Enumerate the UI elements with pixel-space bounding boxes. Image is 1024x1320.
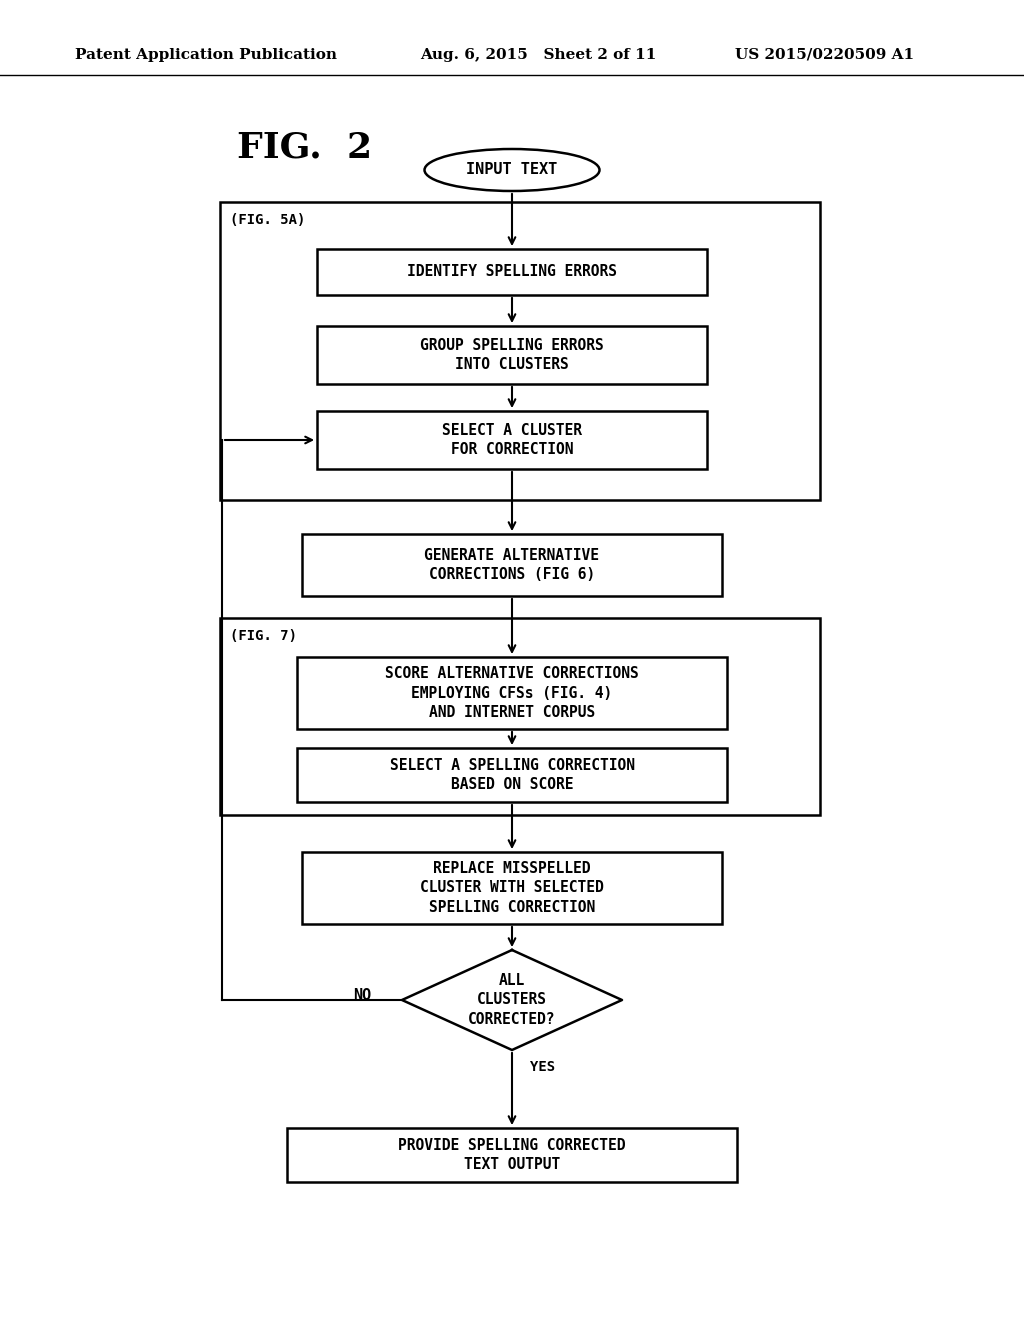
Bar — [220, 202, 820, 500]
Text: FIG.  2: FIG. 2 — [237, 131, 372, 165]
Text: US 2015/0220509 A1: US 2015/0220509 A1 — [735, 48, 914, 62]
Text: (FIG. 5A): (FIG. 5A) — [230, 213, 305, 227]
Text: INPUT TEXT: INPUT TEXT — [466, 162, 558, 177]
Text: (FIG. 7): (FIG. 7) — [230, 630, 297, 643]
Text: IDENTIFY SPELLING ERRORS: IDENTIFY SPELLING ERRORS — [407, 264, 617, 280]
Ellipse shape — [425, 149, 599, 191]
Text: Patent Application Publication: Patent Application Publication — [75, 48, 337, 62]
Text: REPLACE MISSPELLED
CLUSTER WITH SELECTED
SPELLING CORRECTION: REPLACE MISSPELLED CLUSTER WITH SELECTED… — [420, 861, 604, 915]
Bar — [317, 249, 707, 294]
Text: SELECT A SPELLING CORRECTION
BASED ON SCORE: SELECT A SPELLING CORRECTION BASED ON SC… — [389, 758, 635, 792]
Text: SELECT A CLUSTER
FOR CORRECTION: SELECT A CLUSTER FOR CORRECTION — [442, 422, 582, 458]
Text: Aug. 6, 2015   Sheet 2 of 11: Aug. 6, 2015 Sheet 2 of 11 — [420, 48, 656, 62]
Text: YES: YES — [530, 1060, 555, 1074]
Bar — [302, 851, 722, 924]
Bar — [297, 657, 727, 729]
Text: NO: NO — [353, 987, 371, 1002]
Bar — [302, 535, 722, 597]
Bar — [317, 326, 707, 384]
Polygon shape — [402, 950, 622, 1049]
Bar — [220, 618, 820, 814]
Text: ALL
CLUSTERS
CORRECTED?: ALL CLUSTERS CORRECTED? — [468, 973, 556, 1027]
Text: GENERATE ALTERNATIVE
CORRECTIONS (FIG 6): GENERATE ALTERNATIVE CORRECTIONS (FIG 6) — [425, 548, 599, 582]
Bar — [287, 1129, 737, 1181]
Text: GROUP SPELLING ERRORS
INTO CLUSTERS: GROUP SPELLING ERRORS INTO CLUSTERS — [420, 338, 604, 372]
Text: SCORE ALTERNATIVE CORRECTIONS
EMPLOYING CFSs (FIG. 4)
AND INTERNET CORPUS: SCORE ALTERNATIVE CORRECTIONS EMPLOYING … — [385, 665, 639, 721]
Bar — [297, 748, 727, 803]
Text: PROVIDE SPELLING CORRECTED
TEXT OUTPUT: PROVIDE SPELLING CORRECTED TEXT OUTPUT — [398, 1138, 626, 1172]
Bar — [317, 411, 707, 469]
